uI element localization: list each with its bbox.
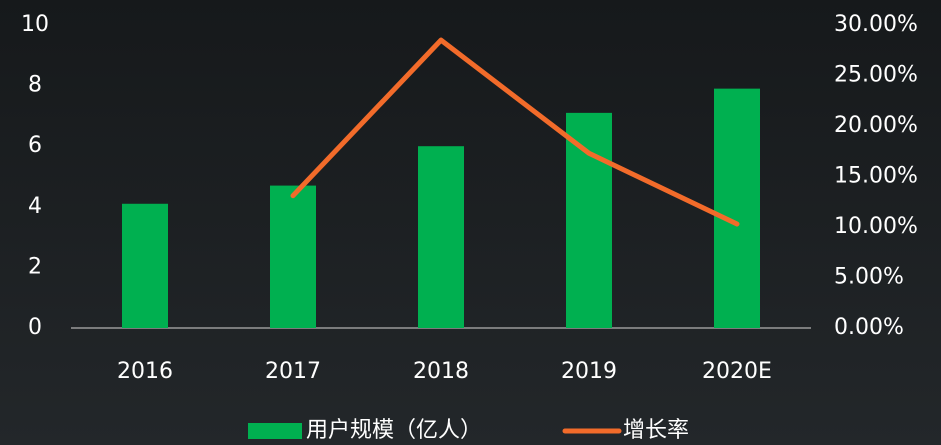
y2-tick-label: 10.00% xyxy=(834,214,918,239)
y2-tick-label: 5.00% xyxy=(834,265,904,290)
y-tick-label: 4 xyxy=(28,194,42,219)
y-tick-label: 0 xyxy=(28,315,42,340)
y2-tick-label: 20.00% xyxy=(834,113,918,138)
y-tick-label: 10 xyxy=(21,12,49,37)
bar xyxy=(122,203,168,328)
x-tick-label: 2020E xyxy=(702,359,772,384)
bar xyxy=(714,88,760,328)
y-tick-label: 8 xyxy=(28,73,42,98)
bar xyxy=(566,112,612,329)
y2-tick-label: 15.00% xyxy=(834,164,918,189)
bar xyxy=(270,185,316,328)
x-tick-label: 2016 xyxy=(117,359,173,384)
bar xyxy=(418,146,464,328)
y2-tick-label: 25.00% xyxy=(834,63,918,88)
line xyxy=(290,37,740,227)
legend-swatch xyxy=(248,423,302,439)
x-tick-label: 2019 xyxy=(561,359,617,384)
y-tick-label: 6 xyxy=(28,133,42,158)
y-tick-label: 2 xyxy=(28,254,42,279)
y2-tick-label: 30.00% xyxy=(834,12,918,37)
legend-label: 增长率 xyxy=(623,418,689,443)
x-tick-label: 2017 xyxy=(265,359,321,384)
x-tick-label: 2018 xyxy=(413,359,469,384)
y2-tick-label: 0.00% xyxy=(834,315,904,340)
legend-label: 用户规模（亿人） xyxy=(306,418,482,443)
